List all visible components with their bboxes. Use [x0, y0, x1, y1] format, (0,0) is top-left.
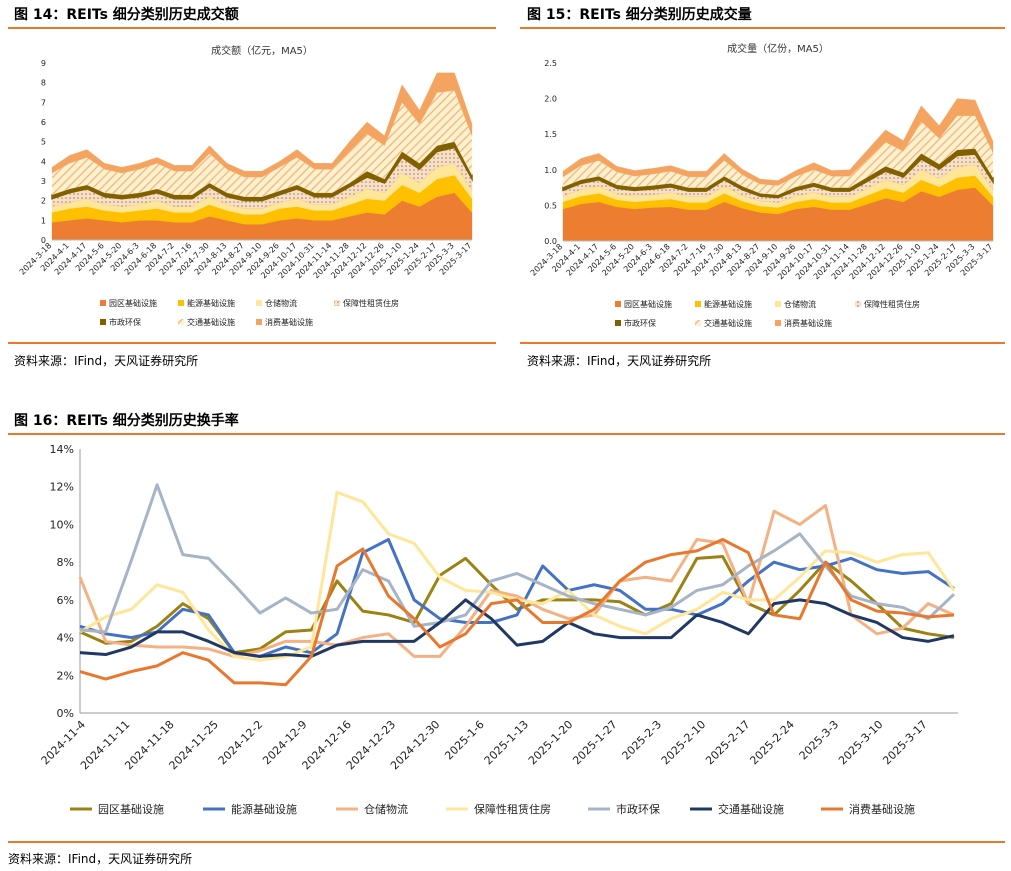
figure-16-source: 资料来源：IFind，天风证券研究所: [8, 852, 193, 866]
fig15-area-6: [562, 98, 994, 186]
fig14-ytick-label: 5: [41, 138, 46, 147]
figure-15-title: 图 15：REITs 细分类别历史成交量: [527, 7, 752, 23]
fig15-legend-swatch-5: [695, 320, 701, 326]
fig16-legend-label-3: 保障性租赁住房: [474, 802, 551, 816]
fig16-ytick-label: 10%: [50, 518, 74, 531]
fig16-line-3: [79, 490, 956, 662]
fig14-ytick-label: 6: [41, 118, 46, 127]
fig14-legend-label-5: 交通基础设施: [187, 317, 235, 327]
fig16-line-1: [79, 538, 955, 658]
fig15-legend-swatch-1: [695, 301, 701, 307]
fig14-chart-title: 成交额（亿元，MA5）: [211, 44, 313, 57]
fig14-legend-swatch-1: [178, 300, 184, 306]
fig16-line-4: [79, 483, 956, 634]
fig16-line-2: [78, 504, 955, 658]
fig16-xtick-label: 2025-2-17: [703, 718, 752, 767]
fig15-ytick-label: 1.0: [544, 166, 557, 175]
fig16-xtick-label: 2025-2-10: [659, 718, 708, 767]
fig15-legend-label-5: 交通基础设施: [704, 318, 752, 328]
figure-16-title: 图 16：REITs 细分类别历史换手率: [14, 413, 239, 429]
fig16-ytick-label: 4%: [57, 632, 74, 645]
fig16-line-6: [79, 538, 955, 687]
fig15-legend-swatch-6: [775, 320, 781, 326]
fig16-ytick-label: 8%: [57, 556, 74, 569]
fig16-legend-label-0: 园区基础设施: [98, 803, 164, 816]
fig16-xtick-label: 2025-1-20: [526, 718, 575, 767]
fig14-legend-label-1: 能源基础设施: [187, 298, 235, 308]
fig14-ytick-label: 8: [41, 79, 46, 88]
fig16-legend-label-2: 仓储物流: [364, 802, 408, 816]
fig15-ytick-label: 0.0: [544, 237, 557, 246]
fig15-legend-swatch-4: [615, 320, 621, 326]
fig15-ytick-label: 2.5: [544, 59, 557, 68]
fig14-legend-label-6: 消费基础设施: [265, 317, 313, 327]
fig14-legend-swatch-4: [100, 319, 106, 325]
fig15-ytick-label: 1.5: [544, 130, 557, 139]
fig16-ytick-label: 14%: [50, 443, 74, 456]
fig14-ytick-label: 1: [41, 216, 46, 225]
fig15-chart-title: 成交量（亿份，MA5）: [727, 42, 829, 55]
fig15-legend-label-4: 市政环保: [624, 318, 656, 328]
fig15-legend-label-3: 保障性租赁住房: [864, 299, 920, 309]
fig15-legend-label-6: 消费基础设施: [784, 318, 832, 328]
fig15-legend-label-1: 能源基础设施: [704, 299, 752, 309]
figure-15-bottom-rule: [520, 342, 1005, 344]
fig16-ytick-label: 12%: [50, 481, 74, 494]
fig14-legend-swatch-3: [334, 300, 340, 306]
fig16-xtick-label: 2025-1-6: [442, 718, 487, 763]
fig14-legend-label-0: 园区基础设施: [109, 298, 157, 308]
figure-14-source: 资料来源：IFind，天风证券研究所: [14, 354, 199, 368]
fig14-ytick-label: 4: [41, 157, 46, 166]
fig14-ytick-label: 2: [41, 197, 46, 206]
fig16-xtick-label: 2025-2-3: [620, 718, 665, 763]
fig16-xtick-label: 2025-1-27: [570, 718, 619, 767]
fig16-xtick-label: 2025-3-3: [797, 718, 842, 763]
fig16-ytick-label: 6%: [57, 594, 74, 607]
fig15-legend-label-2: 仓储物流: [784, 299, 816, 309]
figure-16-top-rule: [8, 433, 1005, 435]
fig14-legend-swatch-6: [256, 319, 262, 325]
fig16-ytick-label: 2%: [57, 669, 74, 682]
fig15-legend-swatch-2: [775, 301, 781, 307]
fig14-ytick-label: 7: [41, 98, 46, 107]
fig15-ytick-label: 2.0: [544, 95, 557, 104]
fig14-ytick-label: 3: [41, 177, 46, 186]
fig15-legend-swatch-0: [615, 301, 621, 307]
fig16-legend-label-6: 消费基础设施: [849, 802, 915, 816]
fig14-legend-swatch-5: [178, 319, 184, 325]
fig14-legend-label-4: 市政环保: [109, 317, 141, 327]
fig14-ytick-label: 0: [41, 236, 46, 245]
fig14-legend-swatch-2: [256, 300, 262, 306]
fig16-xtick-label: 2025-3-10: [836, 718, 885, 767]
fig16-xtick-label: 2024-12-2: [216, 718, 265, 767]
fig15-ytick-label: 0.5: [544, 201, 557, 210]
fig16-legend-label-5: 交通基础设施: [718, 802, 784, 816]
fig16-xtick-label: 2025-3-17: [880, 718, 929, 767]
fig14-legend-label-3: 保障性租赁住房: [343, 298, 399, 308]
fig16-legend-label-4: 市政环保: [616, 802, 660, 816]
fig15-legend-swatch-3: [855, 301, 861, 307]
fig16-xtick-label: 2025-1-13: [482, 718, 531, 767]
fig16-xtick-label: 2025-2-24: [747, 718, 796, 767]
figure-15-top-rule: [520, 27, 1005, 29]
fig14-legend-swatch-0: [100, 300, 106, 306]
fig14-legend-label-2: 仓储物流: [265, 298, 297, 308]
figure-15-source: 资料来源：IFind，天风证券研究所: [527, 354, 712, 368]
fig16-legend-label-1: 能源基础设施: [231, 802, 297, 816]
fig15-legend-label-0: 园区基础设施: [624, 299, 672, 309]
figure-14-top-rule: [8, 27, 496, 29]
figure-14-bottom-rule: [8, 342, 496, 344]
figure-14-title: 图 14：REITs 细分类别历史成交额: [14, 7, 239, 23]
figure-16-bottom-rule: [8, 841, 1005, 843]
fig14-area-6: [51, 72, 473, 178]
fig14-ytick-label: 9: [41, 59, 46, 68]
fig16-ytick-label: 0%: [57, 707, 74, 720]
